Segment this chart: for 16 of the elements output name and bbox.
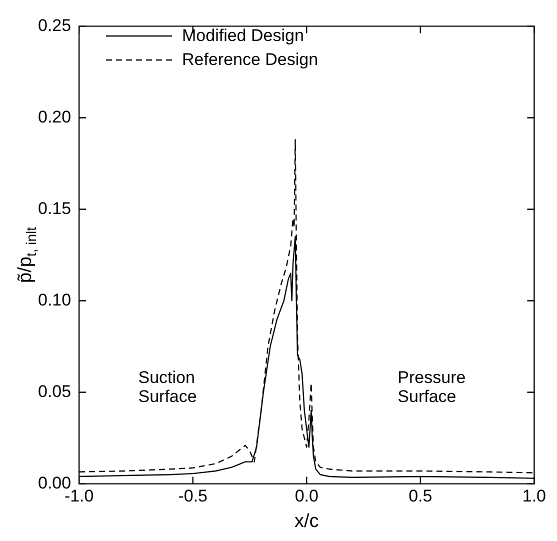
legend-label: Modified Design xyxy=(182,25,304,47)
y-tick-label: 0.05 xyxy=(38,382,72,401)
x-tick-label: -0.5 xyxy=(178,486,208,506)
legend-label: Reference Design xyxy=(182,49,318,71)
y-tick-label: 0.10 xyxy=(38,290,72,310)
x-tick-label: 0.0 xyxy=(294,486,318,506)
x-tick-label: 0.5 xyxy=(408,486,432,506)
x-axis-title: x/c xyxy=(294,510,319,532)
x-tick-label: 1.0 xyxy=(522,486,546,506)
y-tick-label: 0.20 xyxy=(38,107,72,126)
y-tick-label: 0.00 xyxy=(38,473,72,492)
annotation: Pressure Surface xyxy=(398,368,466,406)
y-tick-label: 0.15 xyxy=(38,198,72,218)
annotation: Suction Surface xyxy=(138,368,197,406)
y-tick-label: 0.25 xyxy=(38,16,72,35)
y-axis-title: p̃/pt, inlt xyxy=(15,226,39,283)
